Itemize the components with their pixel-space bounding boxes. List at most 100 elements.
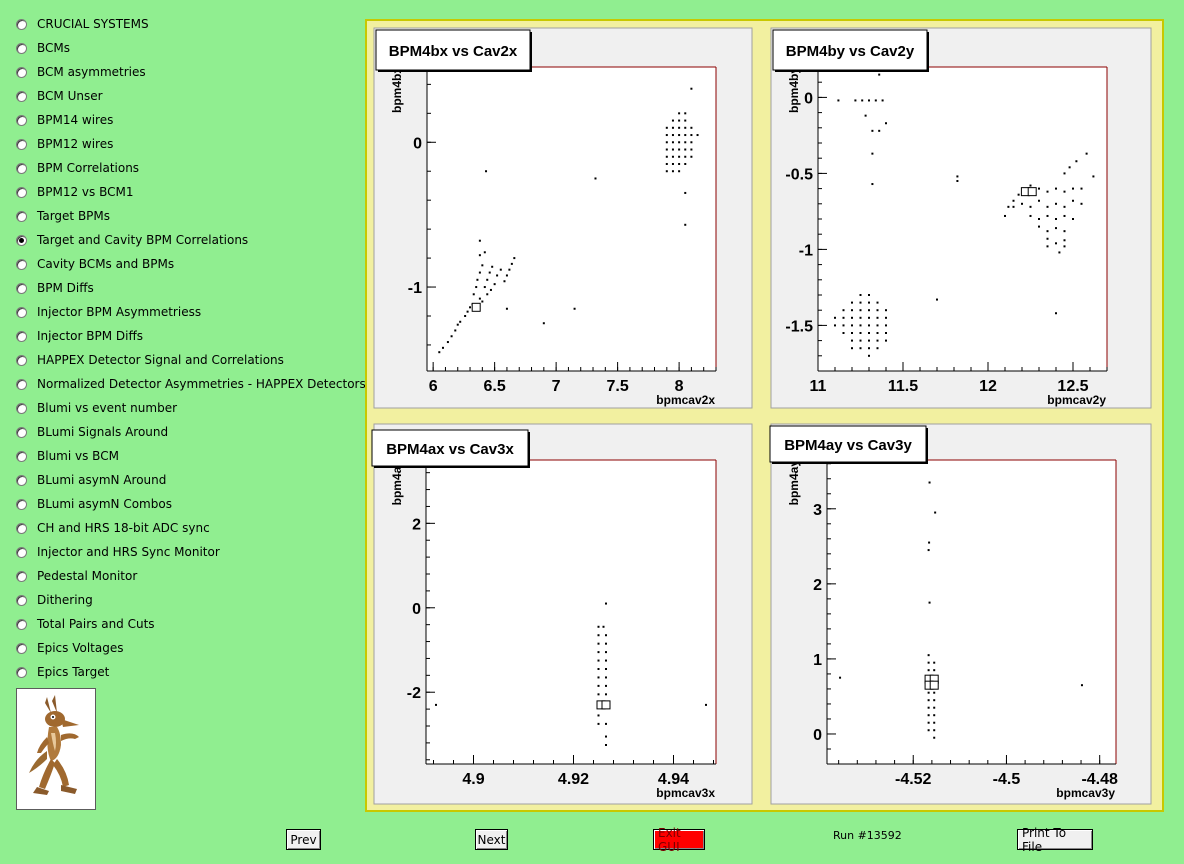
menu-item[interactable]: Epics Voltages: [14, 636, 359, 660]
data-point: [478, 297, 481, 300]
radio-button[interactable]: [16, 546, 27, 558]
radio-button[interactable]: [16, 282, 27, 294]
data-point: [851, 316, 853, 319]
radio-button[interactable]: [16, 234, 27, 246]
radio-button[interactable]: [16, 642, 27, 654]
menu-item-label: BCM asymmetries: [37, 65, 146, 79]
menu-item[interactable]: Injector and HRS Sync Monitor: [14, 540, 359, 564]
data-point: [678, 126, 681, 129]
menu-item[interactable]: Injector BPM Asymmetriess: [14, 300, 359, 324]
menu-item[interactable]: Epics Target: [14, 660, 359, 684]
radio-button[interactable]: [16, 378, 27, 390]
radio-button[interactable]: [16, 426, 27, 438]
x-tick-label: 6: [429, 378, 438, 395]
data-point: [665, 148, 668, 151]
radio-button[interactable]: [16, 18, 27, 30]
menu-item[interactable]: Pedestal Monitor: [14, 564, 359, 588]
radio-button[interactable]: [16, 186, 27, 198]
print-to-file-button[interactable]: Print To File: [1017, 826, 1093, 854]
data-point: [513, 257, 516, 260]
menu-item[interactable]: Total Pairs and Cuts: [14, 612, 359, 636]
menu-item[interactable]: BPM12 wires: [14, 132, 359, 156]
menu-item[interactable]: HAPPEX Detector Signal and Correlations: [14, 348, 359, 372]
data-point: [475, 286, 478, 289]
menu-item[interactable]: BCM asymmetries: [14, 60, 359, 84]
radio-button[interactable]: [16, 330, 27, 342]
radio-button[interactable]: [16, 138, 27, 150]
radio-button[interactable]: [16, 594, 27, 606]
menu-item[interactable]: BLumi asymN Around: [14, 468, 359, 492]
radio-button[interactable]: [16, 402, 27, 414]
data-point: [684, 141, 687, 144]
data-point: [597, 676, 600, 679]
data-point: [483, 286, 486, 289]
radio-button[interactable]: [16, 522, 27, 534]
data-point: [1085, 152, 1088, 155]
data-point: [933, 721, 936, 724]
data-point: [678, 148, 681, 151]
data-point: [665, 126, 668, 129]
menu-item[interactable]: Target BPMs: [14, 204, 359, 228]
radio-button[interactable]: [16, 114, 27, 126]
chart-panel: 4.9 4.92 4.94 2 0 -2 bpmcav3x bpm4ax BPM4ax vs C…: [371, 423, 753, 805]
menu-item-label: BPM12 wires: [37, 137, 114, 151]
data-point: [956, 175, 959, 178]
radio-button[interactable]: [16, 162, 27, 174]
next-button[interactable]: Next: [475, 829, 508, 850]
radio-button[interactable]: [16, 618, 27, 630]
radio-button[interactable]: [16, 306, 27, 318]
radio-button[interactable]: [16, 570, 27, 582]
data-point: [927, 714, 930, 717]
prev-button[interactable]: Prev: [286, 829, 321, 850]
radio-button[interactable]: [16, 258, 27, 270]
data-point: [496, 274, 499, 277]
data-point: [678, 162, 681, 165]
menu-item-label: HAPPEX Detector Signal and Correlations: [37, 353, 284, 367]
data-point: [684, 162, 687, 165]
radio-button[interactable]: [16, 354, 27, 366]
radio-button[interactable]: [16, 42, 27, 54]
menu-item[interactable]: Normalized Detector Asymmetries - HAPPEX…: [14, 372, 366, 396]
menu-item[interactable]: Target and Cavity BPM Correlations: [14, 228, 359, 252]
menu-item[interactable]: Blumi vs event number: [14, 396, 359, 420]
radio-button[interactable]: [16, 66, 27, 78]
data-point: [597, 684, 600, 687]
radio-button[interactable]: [16, 90, 27, 102]
data-point: [1063, 230, 1066, 233]
radio-button[interactable]: [16, 450, 27, 462]
menu-item[interactable]: Cavity BCMs and BPMs: [14, 252, 359, 276]
data-point: [1038, 187, 1040, 190]
data-point: [871, 129, 874, 132]
menu-item[interactable]: CH and HRS 18-bit ADC sync: [14, 516, 359, 540]
menu-item[interactable]: Blumi vs BCM: [14, 444, 359, 468]
menu-item[interactable]: BLumi Signals Around: [14, 420, 359, 444]
menu-item[interactable]: BPM Correlations: [14, 156, 359, 180]
data-point: [478, 239, 481, 242]
radio-button[interactable]: [16, 666, 27, 678]
radio-button[interactable]: [16, 498, 27, 510]
data-point: [1046, 190, 1049, 193]
menu-item[interactable]: BPM14 wires: [14, 108, 359, 132]
radio-button[interactable]: [16, 474, 27, 486]
data-point: [690, 148, 693, 151]
data-point: [927, 699, 930, 702]
data-point: [489, 288, 492, 291]
exit-gui-button[interactable]: Exit GUI: [653, 826, 705, 854]
data-point: [690, 155, 693, 158]
menu-item[interactable]: BLumi asymN Combos: [14, 492, 359, 516]
menu-item[interactable]: Injector BPM Diffs: [14, 324, 359, 348]
menu-item[interactable]: Dithering: [14, 588, 359, 612]
menu-item[interactable]: BPM Diffs: [14, 276, 359, 300]
menu-item[interactable]: BPM12 vs BCM1: [14, 180, 359, 204]
menu-item[interactable]: CRUCIAL SYSTEMS: [14, 12, 359, 36]
menu-item[interactable]: BCMs: [14, 36, 359, 60]
data-point: [466, 310, 469, 313]
data-point: [1055, 218, 1057, 220]
x-tick-label: -4.5: [993, 771, 1021, 788]
menu-item[interactable]: BCM Unser: [14, 84, 359, 108]
radio-button[interactable]: [16, 210, 27, 222]
data-point: [839, 676, 842, 679]
data-point: [864, 114, 867, 117]
data-point: [435, 703, 437, 706]
data-point: [696, 134, 699, 137]
